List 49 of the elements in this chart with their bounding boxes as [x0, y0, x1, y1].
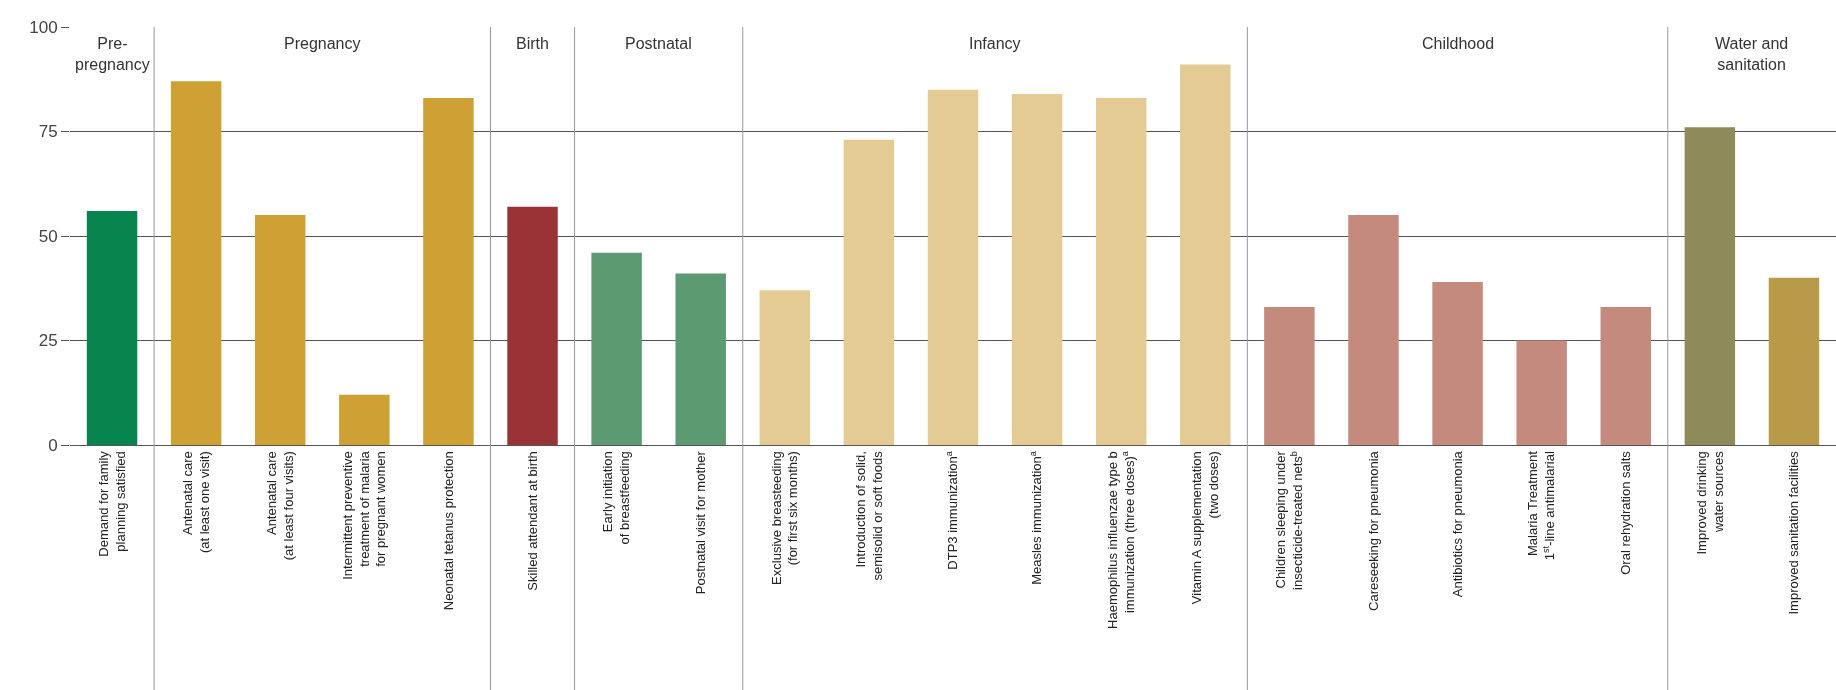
bar [255, 215, 306, 445]
bar [759, 290, 811, 445]
x-tick-label: Antenatal care (at least four visits) [264, 451, 296, 561]
x-tick-label: Careseeking for pneumonia [1365, 450, 1381, 611]
annotation: Postnatal [625, 35, 692, 52]
x-tick-label: Skilled attendant at birth [524, 451, 540, 591]
bar [591, 252, 642, 445]
y-tick-label: 50 [38, 226, 58, 246]
x-tick-label: Early initiation of breastfeeding [600, 451, 633, 545]
x-tick-label: Oral rehydration salts [1617, 450, 1633, 575]
x-tick-label: Exclusive breasteeding (for first six months) [768, 451, 801, 585]
bar [1264, 307, 1315, 445]
y-tick-label: 100 [29, 17, 58, 37]
annotation: Infancy [969, 35, 1021, 52]
bar [1600, 307, 1651, 445]
y-tick-label: 0 [48, 435, 58, 455]
bar [86, 210, 138, 445]
bar [1095, 98, 1147, 445]
x-tick-label: Antibiotics for pneumonia [1449, 450, 1465, 598]
annotation: Birth [516, 35, 549, 52]
x-tick-label: Intermittent preventive treatment of malaria for pregnant women [339, 450, 389, 580]
bar [1516, 340, 1567, 445]
x-tick-label: Vitamin A supplementation (two doses) [1189, 451, 1221, 605]
bar [339, 394, 390, 445]
bar [1432, 281, 1483, 445]
bar [1348, 215, 1399, 445]
bar [1180, 64, 1231, 445]
bar [1684, 127, 1736, 445]
bar [927, 89, 979, 445]
annotation: Water and sanitation [1715, 35, 1789, 73]
annotation: Pregnancy [284, 35, 361, 52]
x-tick-label: Neonatal tetanus protection [440, 451, 456, 611]
bar [423, 98, 474, 445]
x-tick-label: Antenatal care (at least one visit) [179, 451, 212, 554]
bar [1768, 277, 1820, 445]
annotation: Childhood [1422, 35, 1495, 52]
x-tick-label: Improved sanitation facilities [1786, 450, 1802, 615]
annotation: Pre- pregnancy [75, 35, 150, 73]
bar [170, 81, 222, 445]
y-tick-label: 75 [38, 122, 58, 142]
bar [675, 273, 726, 445]
bar [1011, 93, 1063, 445]
x-tick-label: Postnatal visit for mother [692, 450, 708, 595]
x-tick-label: Introduction of solid, semisolid or soft foods [852, 450, 885, 581]
x-tick-label: Demand for family planning satisfied [95, 450, 128, 557]
y-tick-label: 25 [38, 331, 58, 351]
x-tick-label: Improved drinking water sources [1693, 450, 1726, 555]
bar [507, 206, 558, 445]
bar [843, 139, 895, 445]
